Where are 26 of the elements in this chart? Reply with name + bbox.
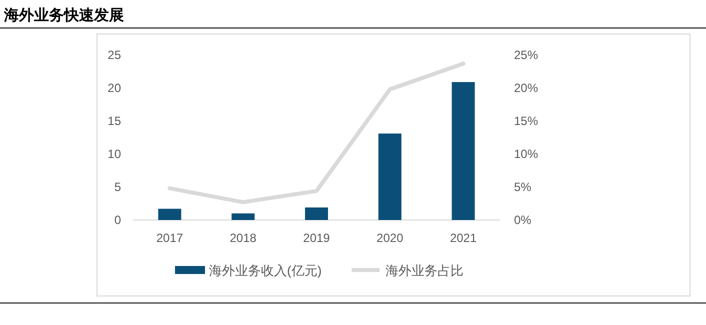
x-tick-label: 2019: [303, 231, 330, 245]
legend-label: 海外业务收入(亿元): [209, 263, 322, 278]
bar: [305, 207, 328, 220]
y2-tick-label: 0%: [514, 213, 532, 227]
bar: [378, 134, 402, 220]
bar: [452, 82, 475, 220]
legend-label: 海外业务占比: [386, 263, 464, 278]
y-tick-label: 25: [108, 48, 122, 62]
y-tick-label: 5: [114, 180, 122, 194]
y2-tick-label: 20%: [514, 81, 538, 95]
x-tick-label: 2017: [156, 231, 184, 245]
y-tick-label: 20: [108, 81, 122, 95]
line-series: [168, 62, 466, 204]
x-tick-label: 2021: [450, 231, 477, 245]
title: 海外业务快速发展: [4, 7, 124, 24]
bar: [232, 213, 255, 220]
y-tick-label: 0: [114, 213, 122, 227]
y-tick-label: 10: [108, 147, 122, 161]
y2-tick-label: 25%: [514, 48, 538, 62]
x-tick-label: 2018: [230, 231, 257, 245]
y-tick-label: 15: [108, 114, 122, 128]
y2-tick-label: 15%: [514, 114, 538, 128]
y2-tick-label: 10%: [514, 147, 538, 161]
bar: [158, 208, 182, 220]
x-tick-label: 2020: [376, 231, 404, 245]
y2-tick-label: 5%: [514, 180, 532, 194]
